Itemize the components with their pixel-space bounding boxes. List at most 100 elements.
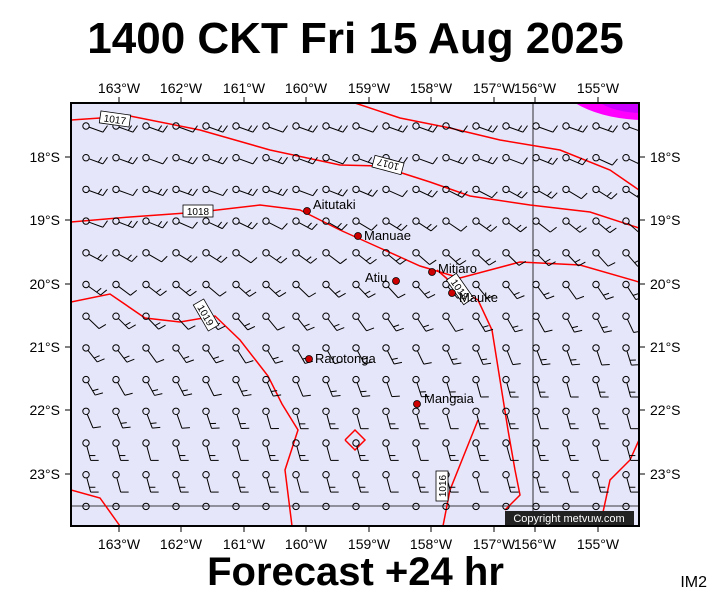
wind-barb — [262, 217, 288, 230]
wind-barb — [592, 280, 614, 300]
wind-barb — [622, 344, 639, 366]
wind-barb — [352, 502, 360, 511]
wind-barb — [412, 154, 438, 165]
wind-barb — [232, 439, 249, 461]
wind-barb — [562, 312, 583, 333]
wind-barb — [442, 217, 468, 232]
wind-barb — [232, 249, 258, 264]
place-dot — [413, 400, 421, 408]
wind-barb — [262, 471, 279, 493]
wind-barb — [142, 185, 168, 197]
wind-barb — [202, 439, 219, 461]
wind-barb — [592, 312, 612, 333]
lon-label: 163°W — [98, 536, 141, 552]
wind-barb — [562, 154, 588, 166]
wind-barb — [142, 217, 168, 229]
map-frame — [70, 102, 640, 527]
wind-barb — [412, 502, 420, 511]
wind-barb — [112, 312, 136, 330]
wind-barb — [472, 312, 494, 333]
wind-barb — [412, 471, 429, 493]
wind-barb — [352, 122, 378, 133]
wind-barb — [352, 249, 377, 265]
place-label-mitiaro: Mitiaro — [438, 261, 477, 276]
wind-barb — [262, 249, 288, 264]
wind-barb — [142, 344, 165, 363]
wind-barb — [262, 439, 279, 461]
wind-barb — [442, 122, 468, 133]
lat-label: 22°S — [29, 402, 60, 418]
lat-label: 23°S — [650, 466, 681, 482]
wind-barb — [532, 439, 549, 461]
wind-barb — [562, 185, 588, 200]
wind-barb — [262, 502, 270, 511]
place-dot — [392, 277, 400, 285]
wind-barb — [232, 312, 256, 331]
wind-barb — [232, 185, 258, 197]
wind-barb — [412, 280, 436, 299]
wind-barb — [502, 217, 528, 233]
page-title: 1400 CKT Fri 15 Aug 2025 — [87, 14, 624, 63]
wind-barb — [232, 280, 257, 297]
wind-barb — [232, 122, 258, 133]
wind-barb — [592, 407, 609, 430]
wind-barb — [382, 185, 408, 198]
wind-barb — [322, 439, 339, 461]
lon-label: 161°W — [223, 80, 266, 96]
wind-barb — [202, 217, 228, 230]
wind-barb — [172, 249, 198, 263]
wind-barb — [592, 375, 609, 398]
wind-barb — [532, 344, 551, 366]
wind-barb — [412, 122, 438, 133]
wind-barb — [142, 312, 166, 330]
wind-barb — [82, 502, 90, 511]
wind-barb — [382, 407, 399, 430]
wind-barb — [172, 122, 198, 133]
wind-barb — [262, 344, 284, 364]
wind-barb — [262, 122, 288, 133]
wind-barb — [202, 185, 228, 197]
wind-barb — [502, 280, 525, 300]
wind-barb — [562, 344, 581, 366]
wind-barb — [352, 471, 369, 493]
wind-barb — [622, 312, 639, 333]
places: Aitutaki Manuae Mitiaro Atiu Mauke Rarot… — [303, 197, 498, 408]
copyright-box — [505, 511, 634, 525]
wind-barb — [112, 154, 138, 165]
wind-barb — [112, 471, 129, 493]
wind-barb — [622, 502, 630, 511]
wind-barb — [322, 185, 348, 197]
wind-barb — [202, 249, 228, 263]
wind-barb — [292, 407, 309, 430]
wind-barb — [502, 249, 527, 266]
wind-barb — [292, 312, 315, 331]
wind-barb — [382, 122, 408, 133]
wind-barb — [202, 154, 228, 165]
wind-barb — [382, 280, 406, 299]
wind-barb — [352, 217, 378, 231]
wind-barb — [562, 249, 586, 267]
map-axes: 163°W 163°W 162°W 162°W 161°W 161°W 160°W 160°W… — [29, 80, 680, 552]
wind-barb — [532, 249, 556, 267]
wind-barb — [592, 154, 618, 166]
lat-label: 22°S — [650, 402, 681, 418]
wind-barb — [472, 122, 498, 133]
wind-barb — [562, 471, 579, 493]
wind-barb — [172, 185, 198, 197]
wind-barb — [82, 122, 108, 133]
map-area — [71, 103, 639, 526]
wind-barb — [532, 217, 557, 233]
wind-barb — [352, 439, 369, 461]
wind-barb — [202, 407, 220, 429]
wind-barb — [202, 344, 224, 364]
place-dot — [448, 289, 456, 297]
wind-barb — [82, 249, 108, 262]
wind-barb — [112, 249, 138, 262]
lat-label: 19°S — [29, 212, 60, 228]
lon-label: 160°W — [285, 536, 328, 552]
lon-label: 162°W — [160, 536, 203, 552]
wind-barb — [562, 280, 585, 300]
lon-label: 159°W — [348, 80, 391, 96]
lon-label: 160°W — [285, 80, 328, 96]
wind-barb — [202, 375, 222, 397]
